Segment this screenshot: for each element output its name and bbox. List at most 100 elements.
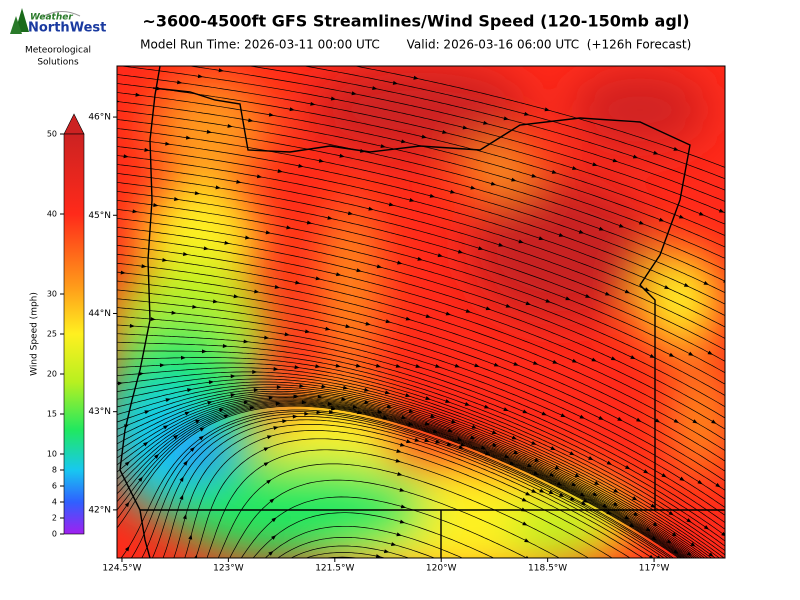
arrowhead — [491, 442, 498, 447]
streamline — [117, 405, 680, 558]
arrowhead — [129, 323, 135, 328]
arrowhead — [208, 380, 215, 385]
arrowhead — [513, 361, 519, 366]
arrowhead — [630, 355, 636, 360]
org-line: Solutions — [37, 58, 79, 68]
streamline — [302, 66, 725, 180]
streamline — [117, 191, 725, 374]
streamline — [117, 298, 725, 500]
arrowhead — [330, 96, 337, 101]
arrowhead — [730, 420, 735, 424]
arrowhead — [222, 343, 228, 348]
arrowhead — [505, 303, 512, 308]
streamline — [117, 381, 712, 558]
arrowhead — [445, 311, 452, 316]
arrowhead — [335, 363, 341, 368]
arrowhead — [485, 306, 492, 311]
arrowhead — [464, 401, 471, 406]
streamline — [117, 371, 725, 558]
streamline — [117, 235, 725, 430]
arrowhead — [658, 217, 665, 222]
colorbar-tick-label: 50 — [47, 130, 57, 139]
arrowhead — [254, 289, 260, 294]
arrowhead — [522, 521, 528, 526]
arrowhead — [668, 352, 675, 357]
arrowhead — [236, 179, 242, 184]
arrowhead — [243, 339, 249, 344]
arrowhead — [266, 479, 272, 484]
y-tick-label: 45°N — [88, 211, 111, 221]
arrowhead — [451, 419, 457, 424]
streamline — [117, 390, 700, 558]
arrowhead — [298, 163, 304, 168]
streamline — [117, 378, 716, 558]
streamline — [162, 419, 660, 558]
arrowhead — [263, 462, 269, 467]
arrowhead — [643, 469, 649, 474]
arrowhead — [560, 413, 566, 418]
arrowhead — [585, 294, 591, 298]
arrowhead — [400, 504, 407, 509]
arrowhead — [612, 158, 618, 163]
arrowhead — [347, 211, 354, 216]
arrowhead — [551, 169, 558, 174]
arrowhead — [531, 173, 537, 178]
streamline — [117, 226, 725, 419]
streamline — [117, 333, 725, 530]
arrowhead — [531, 440, 537, 445]
arrowhead — [117, 527, 118, 529]
streamline — [247, 66, 725, 191]
arrowhead — [317, 394, 323, 399]
wind-field — [97, 31, 738, 575]
arrowhead — [304, 411, 310, 416]
arrowhead — [147, 31, 152, 35]
arrowhead — [697, 479, 703, 485]
arrowhead — [392, 80, 399, 85]
arrowhead — [183, 460, 188, 466]
colorbar-tick-label: 25 — [47, 330, 57, 339]
arrowhead — [445, 399, 451, 403]
arrowhead — [171, 310, 177, 315]
arrowhead — [277, 169, 283, 173]
arrowhead — [315, 276, 321, 281]
arrowhead — [199, 427, 205, 432]
arrowhead — [703, 280, 709, 285]
streamline — [117, 307, 725, 508]
arrowhead — [698, 211, 705, 216]
arrowhead — [598, 415, 604, 420]
y-tick-label: 46°N — [88, 113, 111, 123]
arrowhead — [718, 208, 725, 213]
streamline — [117, 397, 692, 558]
arrowhead — [201, 349, 207, 354]
arrowhead — [498, 242, 504, 247]
arrowhead — [230, 393, 236, 398]
arrowhead — [342, 385, 349, 390]
arrowhead — [273, 366, 279, 371]
arrowhead — [356, 268, 362, 273]
arrowhead — [707, 350, 713, 355]
arrowhead — [470, 435, 476, 440]
streamline — [277, 536, 436, 558]
arrowhead — [97, 392, 102, 396]
streamline — [117, 384, 709, 558]
arrowhead — [264, 335, 270, 340]
streamline — [117, 341, 725, 536]
arrowhead — [522, 409, 528, 414]
arrowhead — [390, 542, 397, 546]
arrowhead — [207, 400, 213, 405]
streamline — [117, 217, 725, 408]
arrowhead — [668, 510, 674, 516]
arrowhead — [150, 317, 156, 322]
streamline — [240, 496, 528, 558]
arrowhead — [339, 153, 345, 158]
arrowhead — [413, 75, 419, 80]
colorbar-tick-label: 2 — [52, 514, 57, 523]
arrowhead — [697, 570, 702, 575]
arrowhead — [457, 249, 464, 254]
colorbar-tick-label: 40 — [47, 210, 57, 219]
arrowhead — [591, 357, 597, 362]
arrowhead — [274, 284, 280, 289]
arrowhead — [733, 486, 738, 490]
model-run: Model Run Time: 2026-03-11 00:00 UTC — [140, 38, 380, 52]
arrowhead — [649, 353, 656, 358]
